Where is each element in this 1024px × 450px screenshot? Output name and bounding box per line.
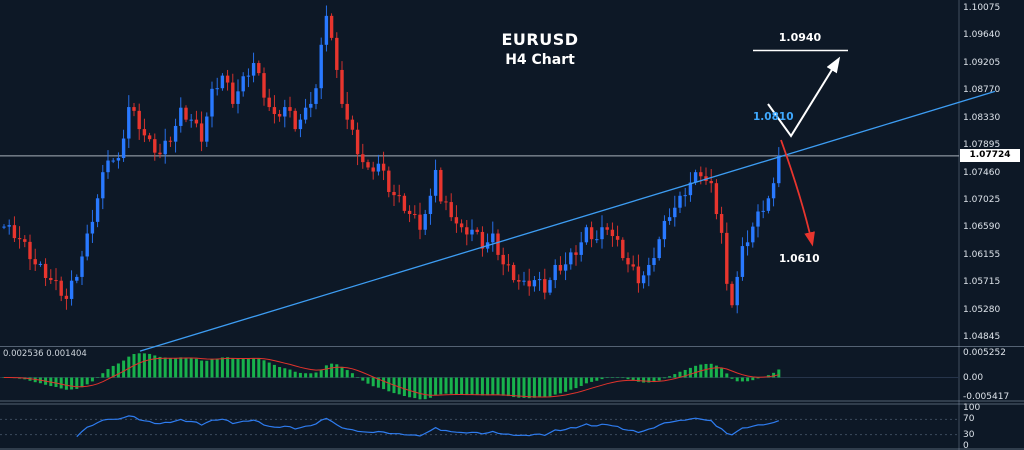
price-axis-label: 1.05715 (963, 277, 1001, 288)
price-axis-label: 1.04845 (963, 332, 1001, 342)
timeframe-title: H4 Chart (505, 52, 575, 68)
entry-price-label[interactable]: 1.0810 (753, 111, 794, 123)
price-axis-label: 1.10075 (963, 3, 1001, 13)
price-axis-label: 1.07025 (963, 194, 1001, 205)
price-axis-label: 1.08770 (963, 85, 1001, 96)
price-axis-label: 1.08330 (963, 112, 1001, 123)
macd-values-label: 0.002536 0.001404 (3, 349, 87, 359)
oscillator-axis-label: 70 (963, 414, 975, 425)
price-axis-label: 1.05280 (963, 304, 1001, 315)
stop-price-label[interactable]: 1.0610 (779, 253, 820, 265)
oscillator-axis-label: 0 (963, 441, 969, 450)
chart-title: EURUSD H4 Chart (470, 30, 610, 68)
trend-line[interactable] (139, 90, 996, 352)
macd-histogram (2, 353, 781, 400)
current-price-tag: 1.07724 (960, 149, 1020, 163)
candles (2, 5, 781, 314)
symbol-title: EURUSD (501, 30, 579, 49)
target-price-label[interactable]: 1.0940 (778, 31, 822, 44)
macd-axis-label: -0.005417 (963, 392, 1010, 402)
macd-signal-line (4, 357, 779, 398)
price-axis-label: 1.09205 (963, 57, 1001, 68)
price-axis-label: 1.09640 (963, 30, 1001, 41)
price-axis-label: 1.06590 (963, 222, 1001, 233)
macd-axis-label: 0.00 (963, 372, 984, 383)
price-axis-label: 1.07895 (963, 140, 1001, 151)
oscillator-line (76, 415, 780, 438)
current-price-value: 1.07724 (969, 150, 1011, 161)
projection-arrow-down[interactable] (780, 139, 815, 247)
macd-axis-label: 0.005252 (963, 348, 1006, 358)
price-axis-label: 1.06155 (963, 249, 1001, 260)
oscillator-axis-label: 100 (963, 403, 981, 413)
projection-arrow-up[interactable] (767, 56, 841, 138)
oscillator-axis-label: 30 (963, 429, 975, 440)
price-axis-label: 1.07460 (963, 167, 1001, 178)
